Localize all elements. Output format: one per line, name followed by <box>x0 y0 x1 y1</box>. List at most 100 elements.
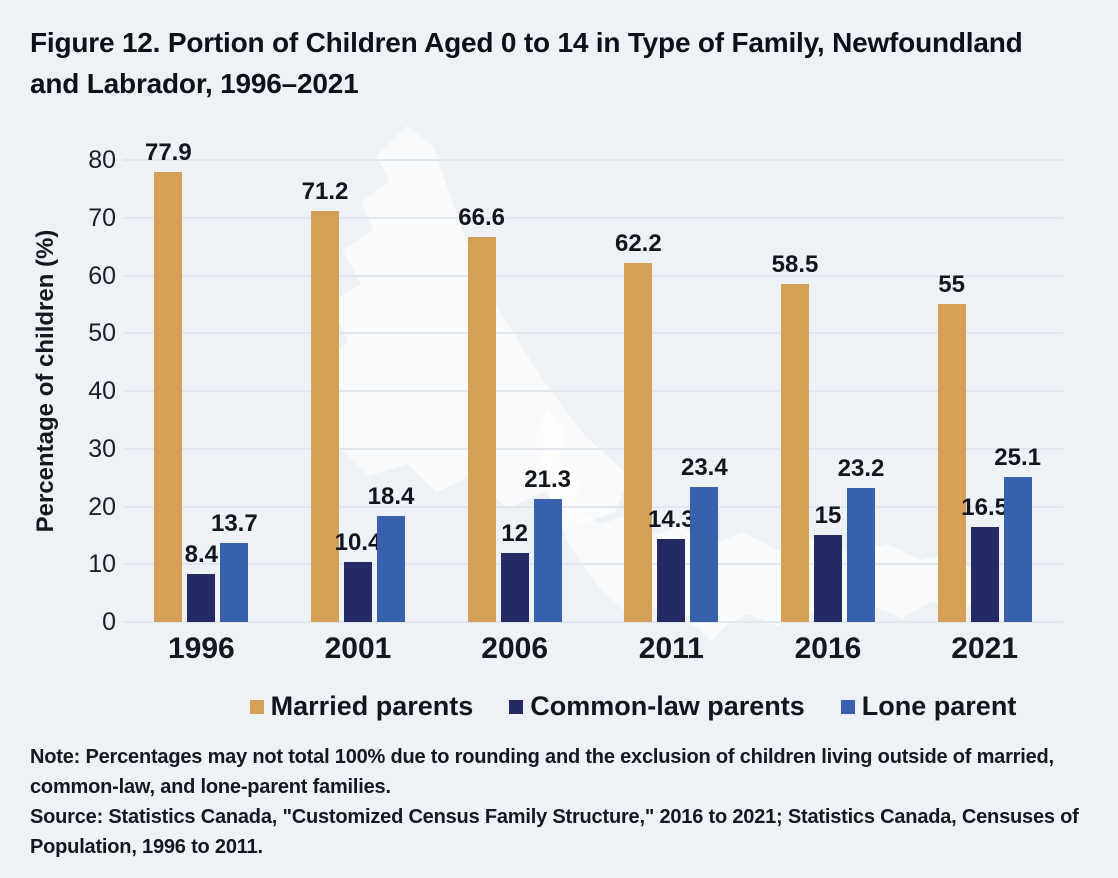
y-tick-label-80: 80 <box>88 146 116 174</box>
bar-wrap-lone-parent-2016: 23.2 <box>838 455 884 622</box>
bar-wrap-married-parents-2001: 71.2 <box>302 178 348 622</box>
bar-common-law-parents-1996 <box>187 573 216 622</box>
legend-label-married-parents: Married parents <box>270 691 474 721</box>
legend-item-lone-parent: Lone parent <box>840 691 1017 722</box>
y-tick-label-60: 60 <box>88 261 116 290</box>
figure-title: Figure 12. Portion of Children Aged 0 to… <box>30 27 1023 99</box>
bar-value-common-law-parents-2016: 15 <box>814 502 842 530</box>
gridline-0 <box>123 621 1063 623</box>
bar-group-2016: 58.5 15 23.2 <box>772 140 884 622</box>
bar-wrap-common-law-parents-2001: 10.4 <box>335 529 381 622</box>
gridline-20 <box>123 505 1063 508</box>
y-tick-label-50: 50 <box>88 319 116 348</box>
bar-lone-parent-2016 <box>847 488 875 622</box>
y-tick-label-20: 20 <box>88 492 116 521</box>
bar-married-parents-1996 <box>154 172 183 622</box>
bar-value-married-parents-2016: 58.5 <box>771 251 819 279</box>
bar-value-married-parents-1996: 77.9 <box>144 139 192 167</box>
bar-wrap-lone-parent-2006: 21.3 <box>524 466 571 622</box>
x-tick-label-2001: 2001 <box>324 632 392 665</box>
gridline-80 <box>123 159 1063 161</box>
x-tick-label-2011: 2011 <box>638 632 704 665</box>
bar-common-law-parents-2006 <box>500 552 529 622</box>
bar-group-2001: 71.2 10.4 18.4 <box>302 140 414 622</box>
x-tick-label-1996: 1996 <box>167 632 235 665</box>
bar-value-lone-parent-2016: 23.2 <box>837 455 885 483</box>
bar-value-married-parents-2021: 55 <box>938 271 966 299</box>
legend-swatch-common-law-parents <box>509 699 524 714</box>
bar-value-common-law-parents-2006: 12 <box>501 519 529 547</box>
bar-common-law-parents-2001 <box>344 561 372 622</box>
y-axis-tick-labels: 0 10 20 30 40 50 60 70 80 <box>40 140 116 636</box>
gridline-50 <box>123 332 1063 335</box>
bar-wrap-married-parents-2011: 62.2 <box>615 230 662 622</box>
gridline-70 <box>123 216 1063 219</box>
bar-group-2021: 55 16.5 25.1 <box>937 140 1041 622</box>
bar-common-law-parents-2011 <box>657 539 686 622</box>
y-tick-label-0: 0 <box>102 608 116 636</box>
bar-common-law-parents-2021 <box>970 526 999 622</box>
bar-value-lone-parent-2021: 25.1 <box>994 444 1042 472</box>
bar-lone-parent-2006 <box>533 499 562 622</box>
x-tick-label-2006: 2006 <box>481 632 549 665</box>
bar-wrap-lone-parent-2011: 23.4 <box>681 454 728 622</box>
bar-group-1996: 77.9 8.4 13.7 <box>145 139 258 622</box>
legend-item-common-law-parents: Common-law parents <box>509 691 805 722</box>
legend-item-married-parents: Married parents <box>249 691 474 722</box>
bar-lone-parent-1996 <box>220 542 249 622</box>
x-axis-tick-labels: 1996 2001 2006 2011 2016 2021 <box>123 632 1063 672</box>
legend-label-lone-parent: Lone parent <box>861 691 1017 721</box>
gridline-10 <box>123 563 1063 566</box>
legend-swatch-married-parents <box>249 699 264 714</box>
bar-wrap-common-law-parents-2011: 14.3 <box>648 506 695 622</box>
bar-value-common-law-parents-2021: 16.5 <box>961 493 1009 521</box>
bar-value-common-law-parents-2001: 10.4 <box>334 528 382 556</box>
figure-note: Note: Percentages may not total 100% due… <box>30 746 1054 798</box>
newfoundland-labrador-map-silhouette <box>315 126 985 642</box>
figure-source: Source: Statistics Canada, "Customized C… <box>30 806 1079 858</box>
bar-common-law-parents-2016 <box>814 535 842 622</box>
bar-value-common-law-parents-2011: 14.3 <box>647 506 695 534</box>
bar-married-parents-2021 <box>937 304 966 622</box>
y-tick-label-30: 30 <box>88 434 116 463</box>
x-tick-label-2016: 2016 <box>794 632 862 665</box>
bar-lone-parent-2001 <box>377 515 405 622</box>
y-tick-label-40: 40 <box>88 377 116 405</box>
bar-wrap-lone-parent-1996: 13.7 <box>211 510 258 622</box>
bar-wrap-common-law-parents-2021: 16.5 <box>961 494 1008 622</box>
gridline-40 <box>123 390 1063 392</box>
bar-lone-parent-2021 <box>1003 477 1032 622</box>
y-tick-label-10: 10 <box>88 550 116 579</box>
bar-married-parents-2016 <box>781 284 809 622</box>
bar-married-parents-2006 <box>467 237 496 622</box>
bar-married-parents-2001 <box>311 210 339 622</box>
bar-value-married-parents-2006: 66.6 <box>458 204 506 232</box>
legend-label-common-law-parents: Common-law parents <box>530 691 805 721</box>
bar-lone-parent-2011 <box>690 486 719 622</box>
plot-area: 77.9 8.4 13.7 71.2 10.4 18.4 66.6 12 21.3 62.2 14.… <box>123 126 1063 642</box>
y-tick-label-70: 70 <box>88 203 116 232</box>
bar-wrap-married-parents-2021: 55 <box>937 271 966 622</box>
bar-group-2006: 66.6 12 21.3 <box>458 140 571 622</box>
gridline-30 <box>123 447 1063 450</box>
bar-value-married-parents-2001: 71.2 <box>301 177 349 205</box>
bar-wrap-married-parents-2016: 58.5 <box>772 251 818 622</box>
bar-value-lone-parent-2006: 21.3 <box>524 466 572 493</box>
bar-married-parents-2011 <box>624 262 653 622</box>
gridline-60 <box>123 274 1063 277</box>
bar-value-lone-parent-1996: 13.7 <box>210 509 258 537</box>
bar-wrap-married-parents-1996: 77.9 <box>145 139 192 622</box>
bar-value-lone-parent-2001: 18.4 <box>367 482 415 510</box>
bar-value-married-parents-2011: 62.2 <box>614 229 662 257</box>
legend-swatch-lone-parent <box>840 699 855 714</box>
bar-wrap-lone-parent-2021: 25.1 <box>994 444 1041 622</box>
bar-wrap-common-law-parents-1996: 8.4 <box>185 541 218 622</box>
chart-legend: Married parents Common-law parents Lone pa… <box>163 691 1103 722</box>
bar-wrap-common-law-parents-2006: 12 <box>500 520 529 622</box>
bar-value-lone-parent-2011: 23.4 <box>680 453 728 481</box>
bar-group-2011: 62.2 14.3 23.4 <box>615 140 728 622</box>
bar-wrap-married-parents-2006: 66.6 <box>458 204 505 622</box>
bar-wrap-common-law-parents-2016: 15 <box>814 502 842 622</box>
